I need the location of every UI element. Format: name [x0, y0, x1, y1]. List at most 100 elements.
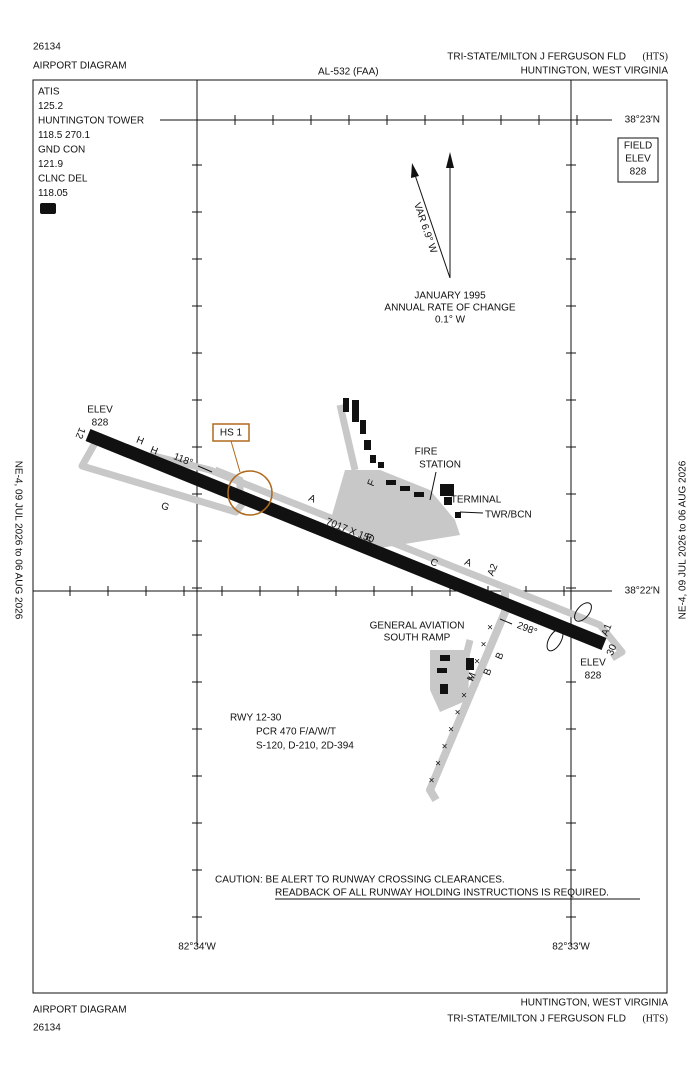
leader	[459, 511, 484, 514]
d-badge-box	[40, 203, 56, 214]
taxiway-label: E	[364, 532, 375, 545]
building	[364, 440, 371, 450]
closed-mark: ×	[455, 708, 461, 719]
building	[343, 398, 349, 412]
building	[440, 655, 450, 661]
heading-arrow	[197, 465, 213, 473]
label: HUNTINGTON, WEST VIRGINIA	[521, 998, 669, 1009]
closed-mark: ×	[429, 776, 435, 787]
airport-name: TRI-STATE/MILTON J FERGUSON FLD	[447, 52, 626, 63]
taxiway-label: H	[135, 435, 146, 448]
lon-label: 82°34′W	[178, 942, 216, 953]
closed-mark: ×	[435, 759, 441, 770]
taxiway-label: F	[366, 478, 378, 488]
frequency: HUNTINGTON TOWER	[38, 116, 144, 127]
runway-end: 30	[605, 642, 620, 657]
taxiway-label: A2	[486, 562, 501, 578]
label: HUNTINGTON, WEST VIRGINIA	[521, 66, 669, 77]
hot-spot-leader	[230, 440, 241, 473]
airport-name: TRI-STATE/MILTON J FERGUSON FLD	[447, 1014, 626, 1025]
taxiway-label: A	[463, 557, 474, 570]
apron	[330, 470, 460, 548]
taxiway	[78, 441, 246, 516]
caution: READBACK OF ALL RUNWAY HOLDING INSTRUCTI…	[275, 888, 609, 899]
closed-mark: ×	[442, 742, 448, 753]
airport-code: (HTS)	[642, 1013, 668, 1024]
taxiway	[149, 451, 626, 662]
building	[386, 480, 396, 485]
building	[378, 462, 384, 468]
frequency: 121.9	[38, 159, 63, 170]
taxiway-label: G	[159, 501, 171, 514]
airport-code: (HTS)	[642, 51, 668, 62]
taxiway-label: H	[149, 445, 160, 458]
label: ELEV	[580, 658, 606, 669]
label: JANUARY 1995	[414, 291, 486, 302]
ga-ramp	[430, 650, 470, 712]
magnetic-north	[414, 174, 451, 279]
title: AIRPORT DIAGRAM	[33, 1005, 127, 1016]
runway	[85, 428, 607, 651]
runway-end: 12	[73, 426, 88, 441]
hot-spot-label: HS 1	[220, 428, 243, 439]
lat-label: 38°23′N	[625, 115, 660, 126]
label: 0.1° W	[435, 315, 466, 326]
closed-mark: ×	[461, 691, 467, 702]
taxiway-label: B	[494, 651, 507, 662]
true-north-head	[446, 152, 454, 168]
building	[370, 455, 376, 463]
closed-mark: ×	[481, 640, 487, 651]
frequency: 125.2	[38, 101, 63, 112]
frequency: CLNC DEL	[38, 174, 88, 185]
building	[437, 668, 447, 673]
margin-dates: NE-4, 09 JUL 2026 to 06 AUG 2026	[12, 461, 23, 620]
field-elev: ELEV	[625, 154, 651, 165]
heading-arrow	[499, 618, 513, 625]
frame	[32, 79, 668, 994]
facility: TERMINAL	[451, 495, 502, 506]
facility: STATION	[419, 460, 461, 471]
magnetic-north-head	[411, 163, 419, 178]
taxiway-label: A	[575, 632, 586, 645]
hot-spot	[227, 470, 273, 516]
taxiway-label: C	[429, 557, 440, 570]
title: AIRPORT DIAGRAM	[33, 61, 127, 72]
taxiway-label: A1	[600, 622, 615, 638]
facility: SOUTH RAMP	[384, 633, 451, 644]
variation: VAR 6.9° W	[411, 201, 439, 255]
label: ELEV	[87, 405, 113, 416]
label: 26134	[33, 1023, 61, 1034]
building	[352, 400, 359, 422]
frequency: 118.05	[38, 188, 68, 199]
facility: TWR/BCN	[485, 510, 532, 521]
building	[444, 497, 452, 505]
label: AL-532 (FAA)	[318, 67, 379, 78]
label-bg	[612, 584, 662, 597]
leader	[429, 471, 437, 501]
taxiway-label: B	[482, 667, 495, 678]
taxiway-loop	[574, 602, 592, 622]
label-bg	[612, 113, 662, 126]
d-badge: D	[44, 204, 51, 215]
building	[360, 420, 366, 434]
margin-dates: NE-4, 09 JUL 2026 to 06 AUG 2026	[678, 460, 689, 619]
label: 828	[585, 671, 602, 682]
label: 26134	[33, 42, 61, 53]
building	[455, 512, 461, 518]
runway-info: RWY 12-30	[230, 713, 282, 724]
closed-mark: ×	[474, 657, 480, 668]
building	[400, 486, 410, 491]
label: 828	[92, 418, 109, 429]
runway-info: S-120, D-210, 2D-394	[256, 741, 354, 752]
taxiway-label: A	[307, 493, 318, 506]
closed-mark: ×	[487, 623, 493, 634]
frequency: 118.5 270.1	[38, 130, 91, 141]
building	[414, 492, 424, 497]
label: ANNUAL RATE OF CHANGE	[384, 303, 515, 314]
closed-mark: ×	[448, 725, 454, 736]
caution: CAUTION: BE ALERT TO RUNWAY CROSSING CLE…	[215, 875, 505, 886]
frequency: GND CON	[38, 145, 85, 156]
closed-mark: ×	[468, 674, 474, 685]
taxiway	[336, 404, 359, 471]
